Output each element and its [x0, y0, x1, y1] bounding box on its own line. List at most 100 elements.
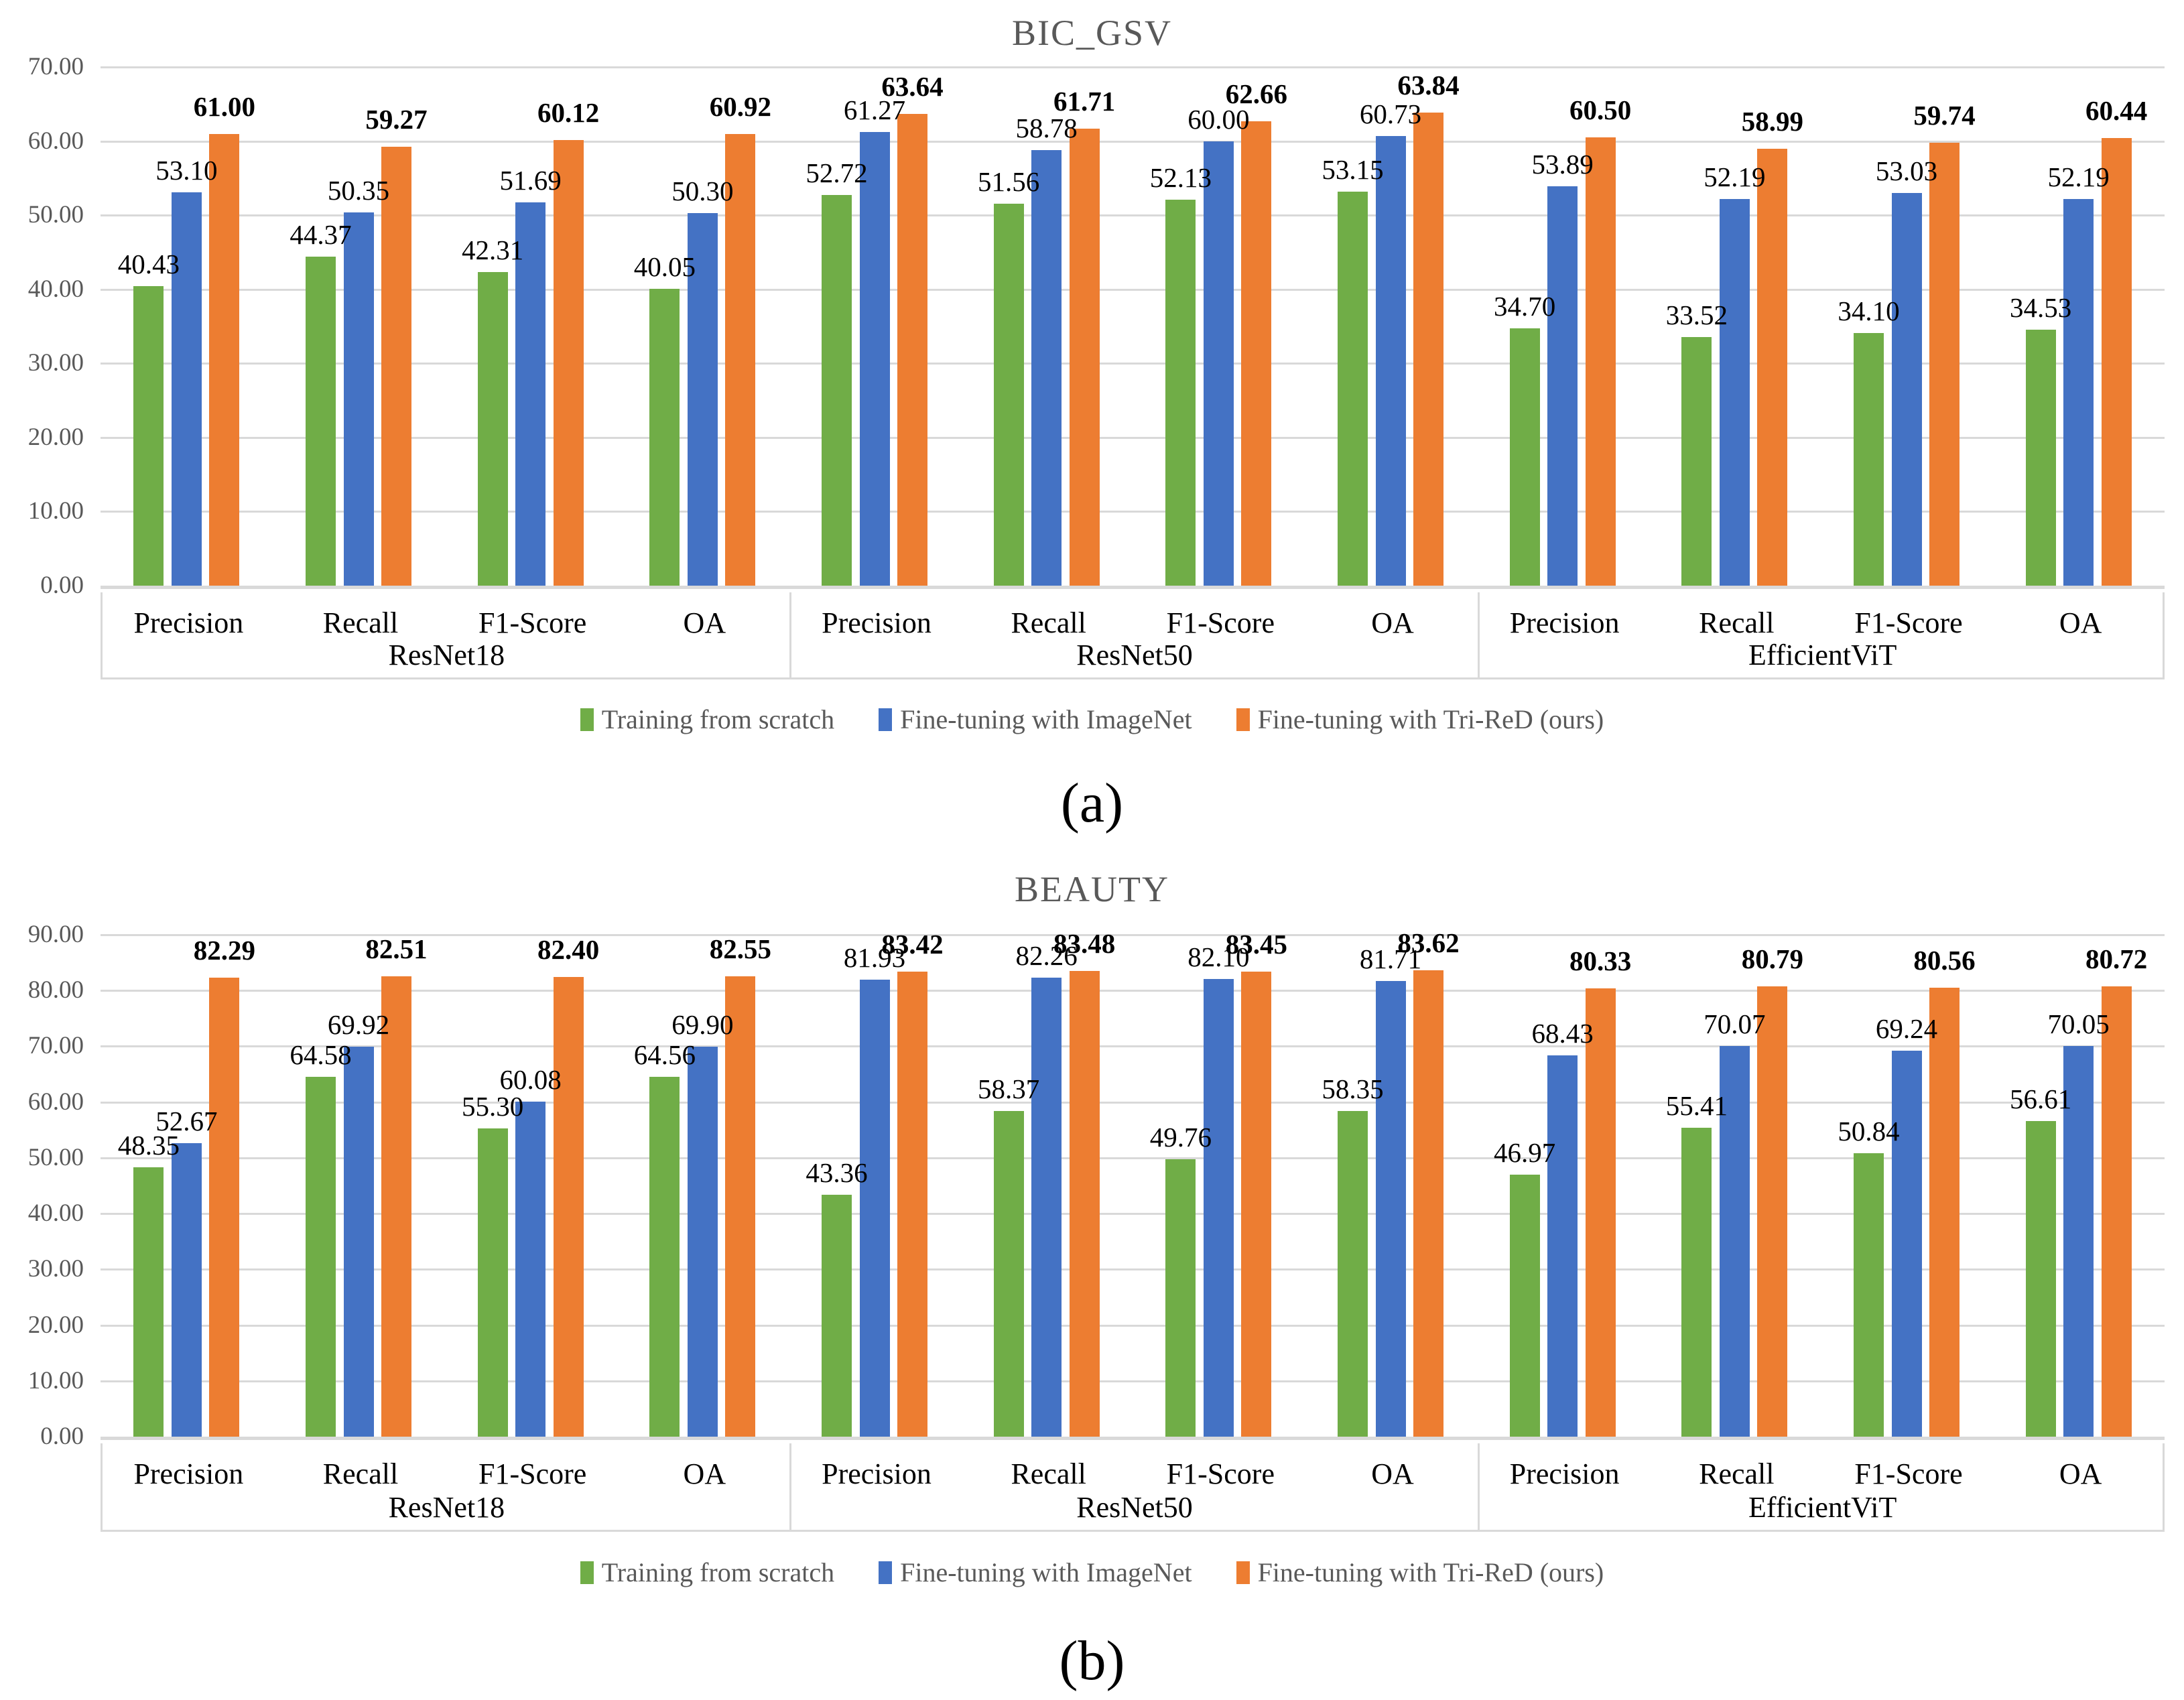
legend-label: Fine-tuning with ImageNet: [900, 1557, 1192, 1587]
bar: [1891, 192, 1922, 586]
value-label: 44.37: [290, 219, 352, 251]
group-divider: [1477, 1443, 1480, 1530]
bar: [1338, 192, 1368, 586]
value-label: 82.26: [1015, 940, 1078, 972]
category-label: OA: [683, 606, 726, 639]
gridline: [101, 363, 2165, 365]
legend-item: Fine-tuning with Tri-ReD (ours): [1236, 704, 1604, 735]
legend-swatch-icon: [580, 708, 594, 731]
gridline: [101, 1324, 2165, 1327]
value-label: 60.50: [1569, 94, 1632, 126]
value-label: 34.10: [1838, 295, 1900, 326]
value-label: 69.24: [1875, 1012, 1938, 1044]
bar: [171, 1142, 202, 1437]
group-label: ResNet50: [1076, 1491, 1193, 1524]
legend-label: Fine-tuning with Tri-ReD (ours): [1257, 1557, 1604, 1587]
bar: [1375, 135, 1406, 586]
category-label: Recall: [1011, 606, 1086, 639]
group-label: ResNet50: [1076, 639, 1193, 671]
bar: [822, 1195, 852, 1437]
group-label: EfficientViT: [1748, 1491, 1897, 1524]
legend-item: Training from scratch: [580, 1557, 834, 1588]
value-label: 50.84: [1838, 1115, 1900, 1147]
value-label: 48.35: [117, 1129, 180, 1161]
chart-caption: (b): [1059, 1630, 1125, 1692]
bar: [649, 289, 680, 586]
bar: [553, 140, 584, 586]
bar: [1585, 137, 1616, 586]
value-label: 80.56: [1913, 944, 1976, 976]
bar: [1891, 1050, 1922, 1437]
gridline: [101, 934, 2165, 936]
bar: [1719, 198, 1750, 586]
y-tick-label: 20.00: [27, 423, 84, 451]
value-label: 53.89: [1531, 149, 1594, 180]
value-label: 40.43: [117, 248, 180, 279]
y-tick-label: 0.00: [40, 572, 84, 599]
y-tick-label: 50.00: [27, 201, 84, 229]
value-label: 82.29: [193, 935, 255, 966]
bar: [2063, 198, 2094, 586]
value-label: 83.48: [1053, 928, 1116, 960]
value-label: 69.90: [671, 1009, 734, 1041]
category-label: OA: [1371, 1457, 1414, 1490]
y-tick-label: 40.00: [27, 275, 84, 303]
value-label: 55.30: [462, 1090, 524, 1122]
chart-title: BEAUTY: [1015, 869, 1169, 909]
value-label: 56.61: [2010, 1083, 2072, 1114]
bar: [1929, 987, 1960, 1437]
bar: [649, 1076, 680, 1437]
value-label: 62.66: [1225, 78, 1287, 110]
bar: [1031, 978, 1062, 1437]
category-label: F1-Score: [478, 606, 587, 639]
value-label: 81.71: [1359, 943, 1422, 974]
group-label: EfficientViT: [1748, 639, 1897, 671]
value-label: 63.84: [1397, 70, 1460, 101]
gridline: [101, 214, 2165, 217]
value-label: 46.97: [1494, 1137, 1556, 1169]
bar: [859, 980, 890, 1437]
chart-title: BIC_GSV: [1011, 13, 1173, 53]
bar: [133, 1167, 164, 1437]
y-tick-label: 80.00: [27, 976, 84, 1004]
value-label: 70.05: [2047, 1008, 2110, 1040]
bar: [1069, 971, 1100, 1437]
value-label: 42.31: [462, 235, 524, 266]
value-label: 60.73: [1359, 98, 1422, 129]
legend: Training from scratch Fine-tuning with Im…: [0, 1557, 2184, 1588]
chart-caption: (a): [1060, 772, 1124, 834]
category-label: F1-Score: [1166, 1457, 1275, 1490]
value-label: 82.51: [365, 933, 428, 965]
category-label: Precision: [1509, 1457, 1620, 1490]
category-label: F1-Score: [1854, 606, 1963, 639]
y-tick-label: 70.00: [27, 53, 84, 80]
bar: [477, 1128, 508, 1437]
bar: [1757, 148, 1788, 586]
bar: [2025, 330, 2056, 586]
bar: [1929, 143, 1960, 586]
group-divider: [1477, 592, 1480, 677]
gridline: [101, 1380, 2165, 1382]
value-label: 58.35: [1322, 1073, 1384, 1105]
gridline: [101, 1157, 2165, 1159]
legend-label: Fine-tuning with ImageNet: [900, 704, 1192, 734]
bar: [306, 1076, 336, 1437]
plot-area: 0.00 10.00 20.00 30.00 40.00 50.00 60.00 70.00 4…: [28, 53, 2165, 599]
group-label: ResNet18: [388, 639, 505, 671]
value-label: 53.03: [1875, 155, 1938, 186]
bar: [343, 212, 374, 586]
gridline: [101, 436, 2165, 439]
bar: [1338, 1111, 1368, 1437]
y-tick-label: 40.00: [27, 1199, 84, 1228]
plot-area: 0.00 10.00 20.00 30.00 40.00 50.00 60.00 70.00 8…: [28, 921, 2165, 1450]
bar: [515, 1102, 546, 1437]
legend-item: Fine-tuning with ImageNet: [879, 1557, 1192, 1588]
bar: [1547, 186, 1578, 586]
bar: [2025, 1120, 2056, 1437]
bar: [2101, 137, 2132, 586]
y-tick-label: 20.00: [27, 1311, 84, 1339]
bar: [1757, 986, 1788, 1437]
bar: [306, 257, 336, 586]
gridline: [101, 140, 2165, 143]
value-label: 34.53: [2010, 292, 2072, 324]
